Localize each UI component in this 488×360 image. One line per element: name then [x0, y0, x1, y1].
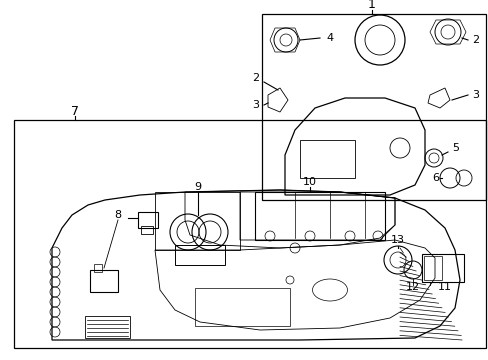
- Bar: [423, 256, 441, 280]
- Bar: [138, 212, 158, 228]
- Text: 3: 3: [471, 90, 479, 100]
- Bar: [299, 140, 354, 178]
- Text: 13: 13: [390, 235, 404, 245]
- Bar: [14, 120, 485, 348]
- Bar: [141, 226, 153, 234]
- Text: 11: 11: [437, 282, 451, 292]
- Text: 2: 2: [471, 35, 479, 45]
- Text: 6: 6: [431, 173, 439, 183]
- Text: 12: 12: [405, 282, 419, 292]
- Bar: [175, 245, 224, 265]
- Text: 2: 2: [252, 73, 259, 83]
- Text: 7: 7: [71, 105, 79, 118]
- Bar: [262, 14, 485, 200]
- Text: 1: 1: [367, 0, 375, 12]
- Bar: [421, 254, 463, 282]
- Bar: [94, 264, 102, 272]
- Text: 3: 3: [252, 100, 259, 110]
- Bar: [90, 270, 118, 292]
- Bar: [195, 288, 289, 326]
- Text: 8: 8: [114, 210, 122, 220]
- Text: 10: 10: [303, 177, 316, 187]
- Text: 4: 4: [326, 33, 333, 43]
- Text: 9: 9: [194, 182, 201, 192]
- Bar: [254, 192, 384, 240]
- Text: 5: 5: [451, 143, 459, 153]
